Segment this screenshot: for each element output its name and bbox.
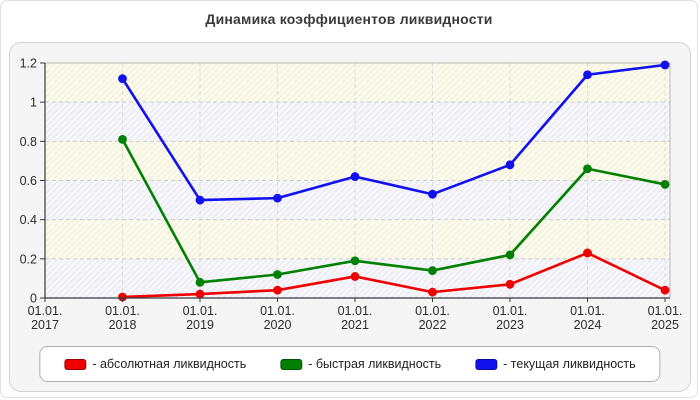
legend-item-quick-liquidity: - быстрая ликвидность (280, 357, 441, 371)
data-point (505, 279, 515, 289)
svg-text:01.01.: 01.01. (105, 304, 140, 318)
legend-swatch-current-liquidity (475, 358, 498, 370)
svg-text:01.01.: 01.01. (493, 304, 528, 318)
data-point (273, 285, 282, 295)
plot-border (45, 62, 671, 298)
data-point (583, 164, 592, 174)
svg-text:01.01.: 01.01. (415, 304, 450, 318)
y-axis-labels: 0 0.2 0.4 0.6 0.8 1 1.2 (20, 57, 37, 306)
svg-text:2025: 2025 (651, 318, 679, 332)
legend-swatch-quick-liquidity (280, 358, 303, 370)
series-absolute-liquidity (118, 248, 670, 302)
legend-label-current-liquidity: - текущая ликвидность (503, 357, 636, 371)
svg-text:2020: 2020 (264, 318, 292, 332)
svg-text:2021: 2021 (341, 318, 369, 332)
data-point (428, 287, 437, 297)
svg-text:0.8: 0.8 (20, 135, 37, 149)
data-point (350, 172, 360, 181)
data-point (195, 277, 205, 287)
data-point (118, 134, 127, 144)
svg-text:01.01.: 01.01. (260, 304, 295, 318)
data-point (350, 272, 360, 281)
svg-text:0.2: 0.2 (20, 252, 37, 266)
svg-text:01.01.: 01.01. (183, 304, 218, 318)
data-point (118, 292, 127, 302)
data-point (350, 256, 360, 266)
data-point (660, 60, 670, 70)
data-point (195, 289, 205, 299)
axes (40, 62, 670, 302)
data-point (195, 195, 205, 205)
data-point (428, 266, 437, 275)
svg-text:2017: 2017 (31, 318, 59, 332)
svg-text:2023: 2023 (496, 318, 524, 332)
data-point (273, 193, 282, 203)
data-point (660, 180, 670, 189)
data-point (583, 248, 592, 258)
svg-text:0.4: 0.4 (20, 213, 37, 227)
svg-text:1.2: 1.2 (20, 57, 37, 71)
x-axis-labels: 01.01.201701.01.201801.01.201901.01.2020… (28, 304, 683, 332)
data-point (273, 270, 282, 279)
legend-label-quick-liquidity: - быстрая ликвидность (308, 357, 442, 371)
chart-legend: - абсолютная ликвидность - быстрая ликви… (39, 346, 661, 382)
legend-item-absolute-liquidity: - абсолютная ликвидность (64, 357, 246, 371)
data-point (505, 160, 515, 170)
data-point (118, 74, 127, 84)
svg-text:2022: 2022 (419, 318, 447, 332)
data-point (660, 285, 670, 295)
legend-swatch-absolute-liquidity (64, 358, 87, 370)
svg-text:0: 0 (30, 292, 37, 306)
svg-text:01.01.: 01.01. (338, 304, 373, 318)
chart-panel: 0 0.2 0.4 0.6 0.8 1 1.2 01.01. 2017 01.01. 2018 01.… (9, 42, 691, 392)
series-quick-liquidity (118, 134, 670, 287)
gridlines (45, 63, 670, 298)
svg-text:2019: 2019 (186, 318, 214, 332)
data-point (505, 250, 515, 260)
chart-canvas: 00.20.40.60.811.201.01.201701.01.201801.… (20, 57, 683, 333)
data-point (583, 70, 592, 80)
legend-label-absolute-liquidity: - абсолютная ликвидность (92, 357, 247, 371)
svg-text:0.6: 0.6 (20, 174, 37, 188)
chart-title: Динамика коэффициентов ликвидности (205, 11, 493, 27)
svg-text:2024: 2024 (574, 318, 602, 332)
svg-text:01.01.: 01.01. (28, 304, 63, 318)
svg-text:01.01.: 01.01. (648, 304, 683, 318)
svg-text:01.01.: 01.01. (570, 304, 605, 318)
data-point (428, 189, 437, 199)
series-current-liquidity (118, 60, 670, 205)
legend-item-current-liquidity: - текущая ликвидность (475, 357, 636, 371)
svg-text:2018: 2018 (109, 318, 137, 332)
svg-text:1: 1 (30, 96, 37, 110)
